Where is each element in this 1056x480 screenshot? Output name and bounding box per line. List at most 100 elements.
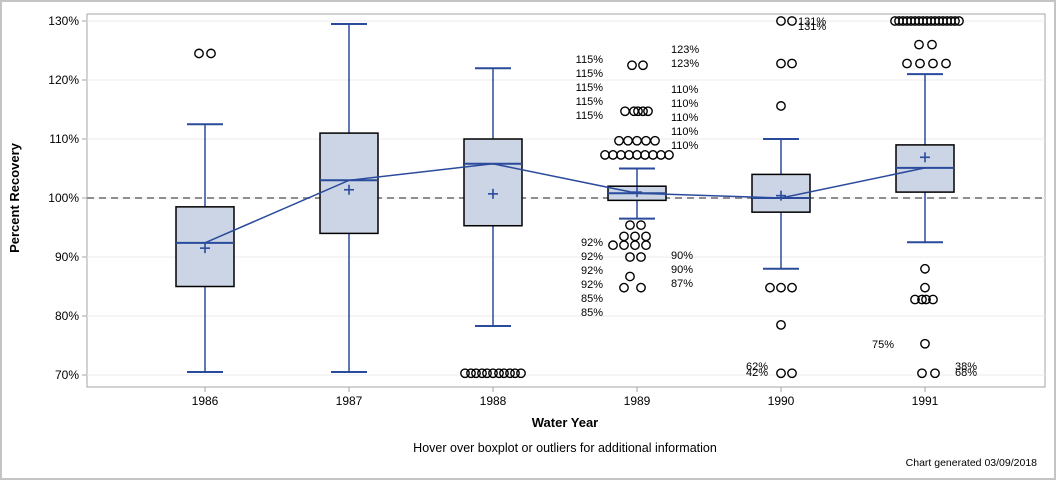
outlier-point[interactable] (619, 282, 629, 293)
outlier-label: 131% (798, 21, 826, 33)
outlier-point[interactable] (765, 282, 775, 293)
outlier-label: 90% (671, 264, 693, 276)
x-tick-label: 1988 (480, 394, 507, 408)
outlier-point[interactable] (902, 58, 912, 69)
y-axis-title: Percent Recovery (7, 142, 22, 253)
y-tick-label: 90% (55, 250, 79, 264)
outlier-point[interactable] (941, 58, 951, 69)
outlier-label: 115% (576, 68, 604, 80)
outlier-label: 92% (581, 251, 603, 263)
outlier-point[interactable] (776, 282, 786, 293)
x-axis-title: Water Year (532, 415, 599, 430)
outlier-label: 110% (671, 126, 699, 138)
x-tick-label: 1990 (768, 394, 795, 408)
outlier-label: 42% (746, 367, 768, 379)
y-tick-label: 110% (49, 132, 79, 146)
outlier-point[interactable] (471, 368, 481, 379)
outlier-point[interactable] (505, 368, 515, 379)
outlier-point[interactable] (206, 48, 216, 59)
outlier-point[interactable] (608, 240, 618, 251)
x-tick-label: 1989 (624, 394, 651, 408)
outlier-point[interactable] (636, 220, 646, 231)
outlier-point[interactable] (625, 220, 635, 231)
outlier-point[interactable] (499, 368, 509, 379)
outlier-point[interactable] (787, 16, 797, 26)
outlier-point[interactable] (516, 368, 526, 379)
outlier-point[interactable] (917, 368, 927, 379)
outlier-point[interactable] (664, 150, 674, 160)
outlier-point[interactable] (194, 48, 204, 59)
y-tick-label: 130% (48, 14, 79, 28)
outlier-label: 62% (746, 361, 768, 373)
outlier-point[interactable] (787, 58, 797, 69)
outlier-point[interactable] (927, 39, 937, 50)
box-1987[interactable] (319, 132, 379, 235)
outlier-point[interactable] (630, 240, 640, 251)
outlier-point[interactable] (494, 368, 504, 379)
outlier-point[interactable] (466, 368, 476, 379)
median-connect-line (204, 163, 926, 244)
outlier-label: 92% (581, 265, 603, 277)
outlier-label: 123% (671, 58, 699, 70)
outlier-point[interactable] (954, 16, 964, 26)
outlier-point[interactable] (921, 294, 931, 305)
outlier-label: 75% (872, 339, 894, 351)
y-tick-label: 120% (48, 73, 79, 87)
outlier-point[interactable] (787, 368, 797, 379)
outlier-point[interactable] (917, 294, 927, 305)
outlier-label: 123% (671, 44, 699, 56)
outlier-point[interactable] (787, 282, 797, 293)
box-1988[interactable] (463, 138, 523, 227)
outlier-point[interactable] (910, 294, 920, 305)
outlier-point[interactable] (950, 16, 960, 26)
outlier-point[interactable] (920, 282, 930, 293)
x-tick-label: 1986 (192, 394, 219, 408)
outlier-point[interactable] (643, 106, 653, 117)
outlier-point[interactable] (776, 16, 786, 26)
outlier-point[interactable] (776, 58, 786, 69)
outlier-label: 115% (576, 82, 604, 94)
outlier-point[interactable] (930, 368, 940, 379)
outlier-point[interactable] (627, 60, 637, 71)
outlier-point[interactable] (650, 135, 660, 146)
outlier-point[interactable] (460, 368, 470, 379)
plot-area (86, 13, 1046, 388)
outlier-label: 92% (581, 237, 603, 249)
outlier-point[interactable] (776, 319, 786, 330)
outlier-label: 110% (671, 112, 699, 124)
outlier-point[interactable] (928, 58, 938, 69)
outlier-label: 85% (581, 293, 603, 305)
outlier-label: 115% (576, 96, 604, 108)
outlier-label: 131% (798, 16, 826, 28)
outlier-point[interactable] (638, 106, 648, 117)
outlier-point[interactable] (488, 368, 498, 379)
outlier-point[interactable] (641, 240, 651, 251)
outlier-label: 38% (955, 361, 977, 373)
outlier-label: 110% (671, 98, 699, 110)
outlier-point[interactable] (636, 252, 646, 262)
outlier-point[interactable] (915, 58, 925, 69)
outlier-point[interactable] (920, 263, 930, 274)
outlier-point[interactable] (625, 271, 635, 282)
outlier-label: 90% (671, 250, 693, 262)
outlier-point[interactable] (638, 60, 648, 71)
outlier-point[interactable] (625, 252, 635, 262)
outlier-point[interactable] (619, 240, 629, 251)
outlier-point[interactable] (477, 368, 487, 379)
x-tick-label: 1987 (336, 394, 363, 408)
outlier-point[interactable] (510, 368, 520, 379)
y-tick-label: 70% (55, 368, 79, 382)
outlier-point[interactable] (776, 101, 786, 111)
y-tick-label: 80% (55, 309, 79, 323)
generated-date-note: Chart generated 03/09/2018 (906, 457, 1038, 469)
outlier-point[interactable] (914, 39, 924, 50)
outlier-point[interactable] (482, 368, 492, 379)
outlier-point[interactable] (633, 106, 643, 117)
outlier-label: 85% (581, 307, 603, 319)
outlier-point[interactable] (928, 294, 938, 305)
x-tick-label: 1991 (912, 394, 939, 408)
outlier-point[interactable] (920, 338, 930, 349)
outlier-point[interactable] (776, 368, 786, 379)
outlier-point[interactable] (636, 282, 646, 293)
